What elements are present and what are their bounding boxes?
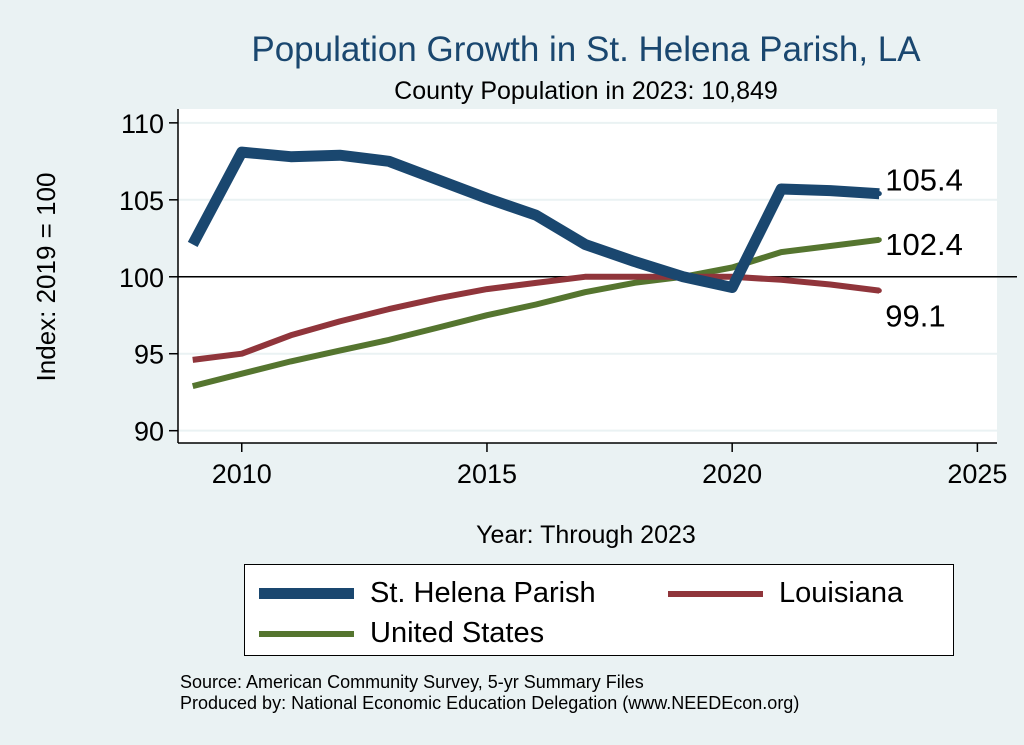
end-label-st-helena: 105.4 [885,163,963,198]
y-tick-label: 105 [119,186,164,216]
y-tick-label: 95 [134,340,164,370]
legend-swatch-st-helena [259,588,354,599]
legend-item-st-helena: St. Helena Parish [259,577,596,610]
source-line-2: Produced by: National Economic Education… [180,693,800,713]
legend-swatch-louisiana [668,590,763,597]
chart-legend: St. Helena Parish Louisiana United State… [244,564,954,656]
legend-label-st-helena: St. Helena Parish [370,577,596,609]
series-line-united-states [191,236,880,390]
y-tick-label: 100 [119,263,164,293]
x-tick-label: 2025 [947,459,1007,489]
source-note: Source: American Community Survey, 5-yr … [180,672,799,714]
y-tick-label: 110 [121,109,164,139]
chart-title: Population Growth in St. Helena Parish, … [251,30,921,69]
series-line-louisiana [192,273,880,363]
end-point-st-helena [876,191,882,197]
chart-subtitle: County Population in 2023: 10,849 [394,77,778,105]
x-tick-label: 2015 [457,459,517,489]
legend-item-united-states: United States [259,617,544,650]
end-point-louisiana [876,288,882,294]
legend-label-louisiana: Louisiana [779,577,904,609]
series-line-st-helena [187,146,880,293]
legend-item-louisiana: Louisiana [668,577,903,610]
x-axis-label: Year: Through 2023 [476,521,696,549]
legend-swatch-united-states [259,630,354,637]
y-axis-label: Index: 2019 = 100 [31,173,61,382]
end-label-united-states: 102.4 [885,227,963,262]
x-tick-label: 2010 [212,459,272,489]
legend-label-united-states: United States [370,617,545,649]
source-line-1: Source: American Community Survey, 5-yr … [180,672,644,692]
end-point-united-states [876,237,882,243]
x-tick-label: 2020 [702,459,762,489]
end-label-louisiana: 99.1 [885,299,945,334]
y-tick-label: 90 [134,417,164,447]
